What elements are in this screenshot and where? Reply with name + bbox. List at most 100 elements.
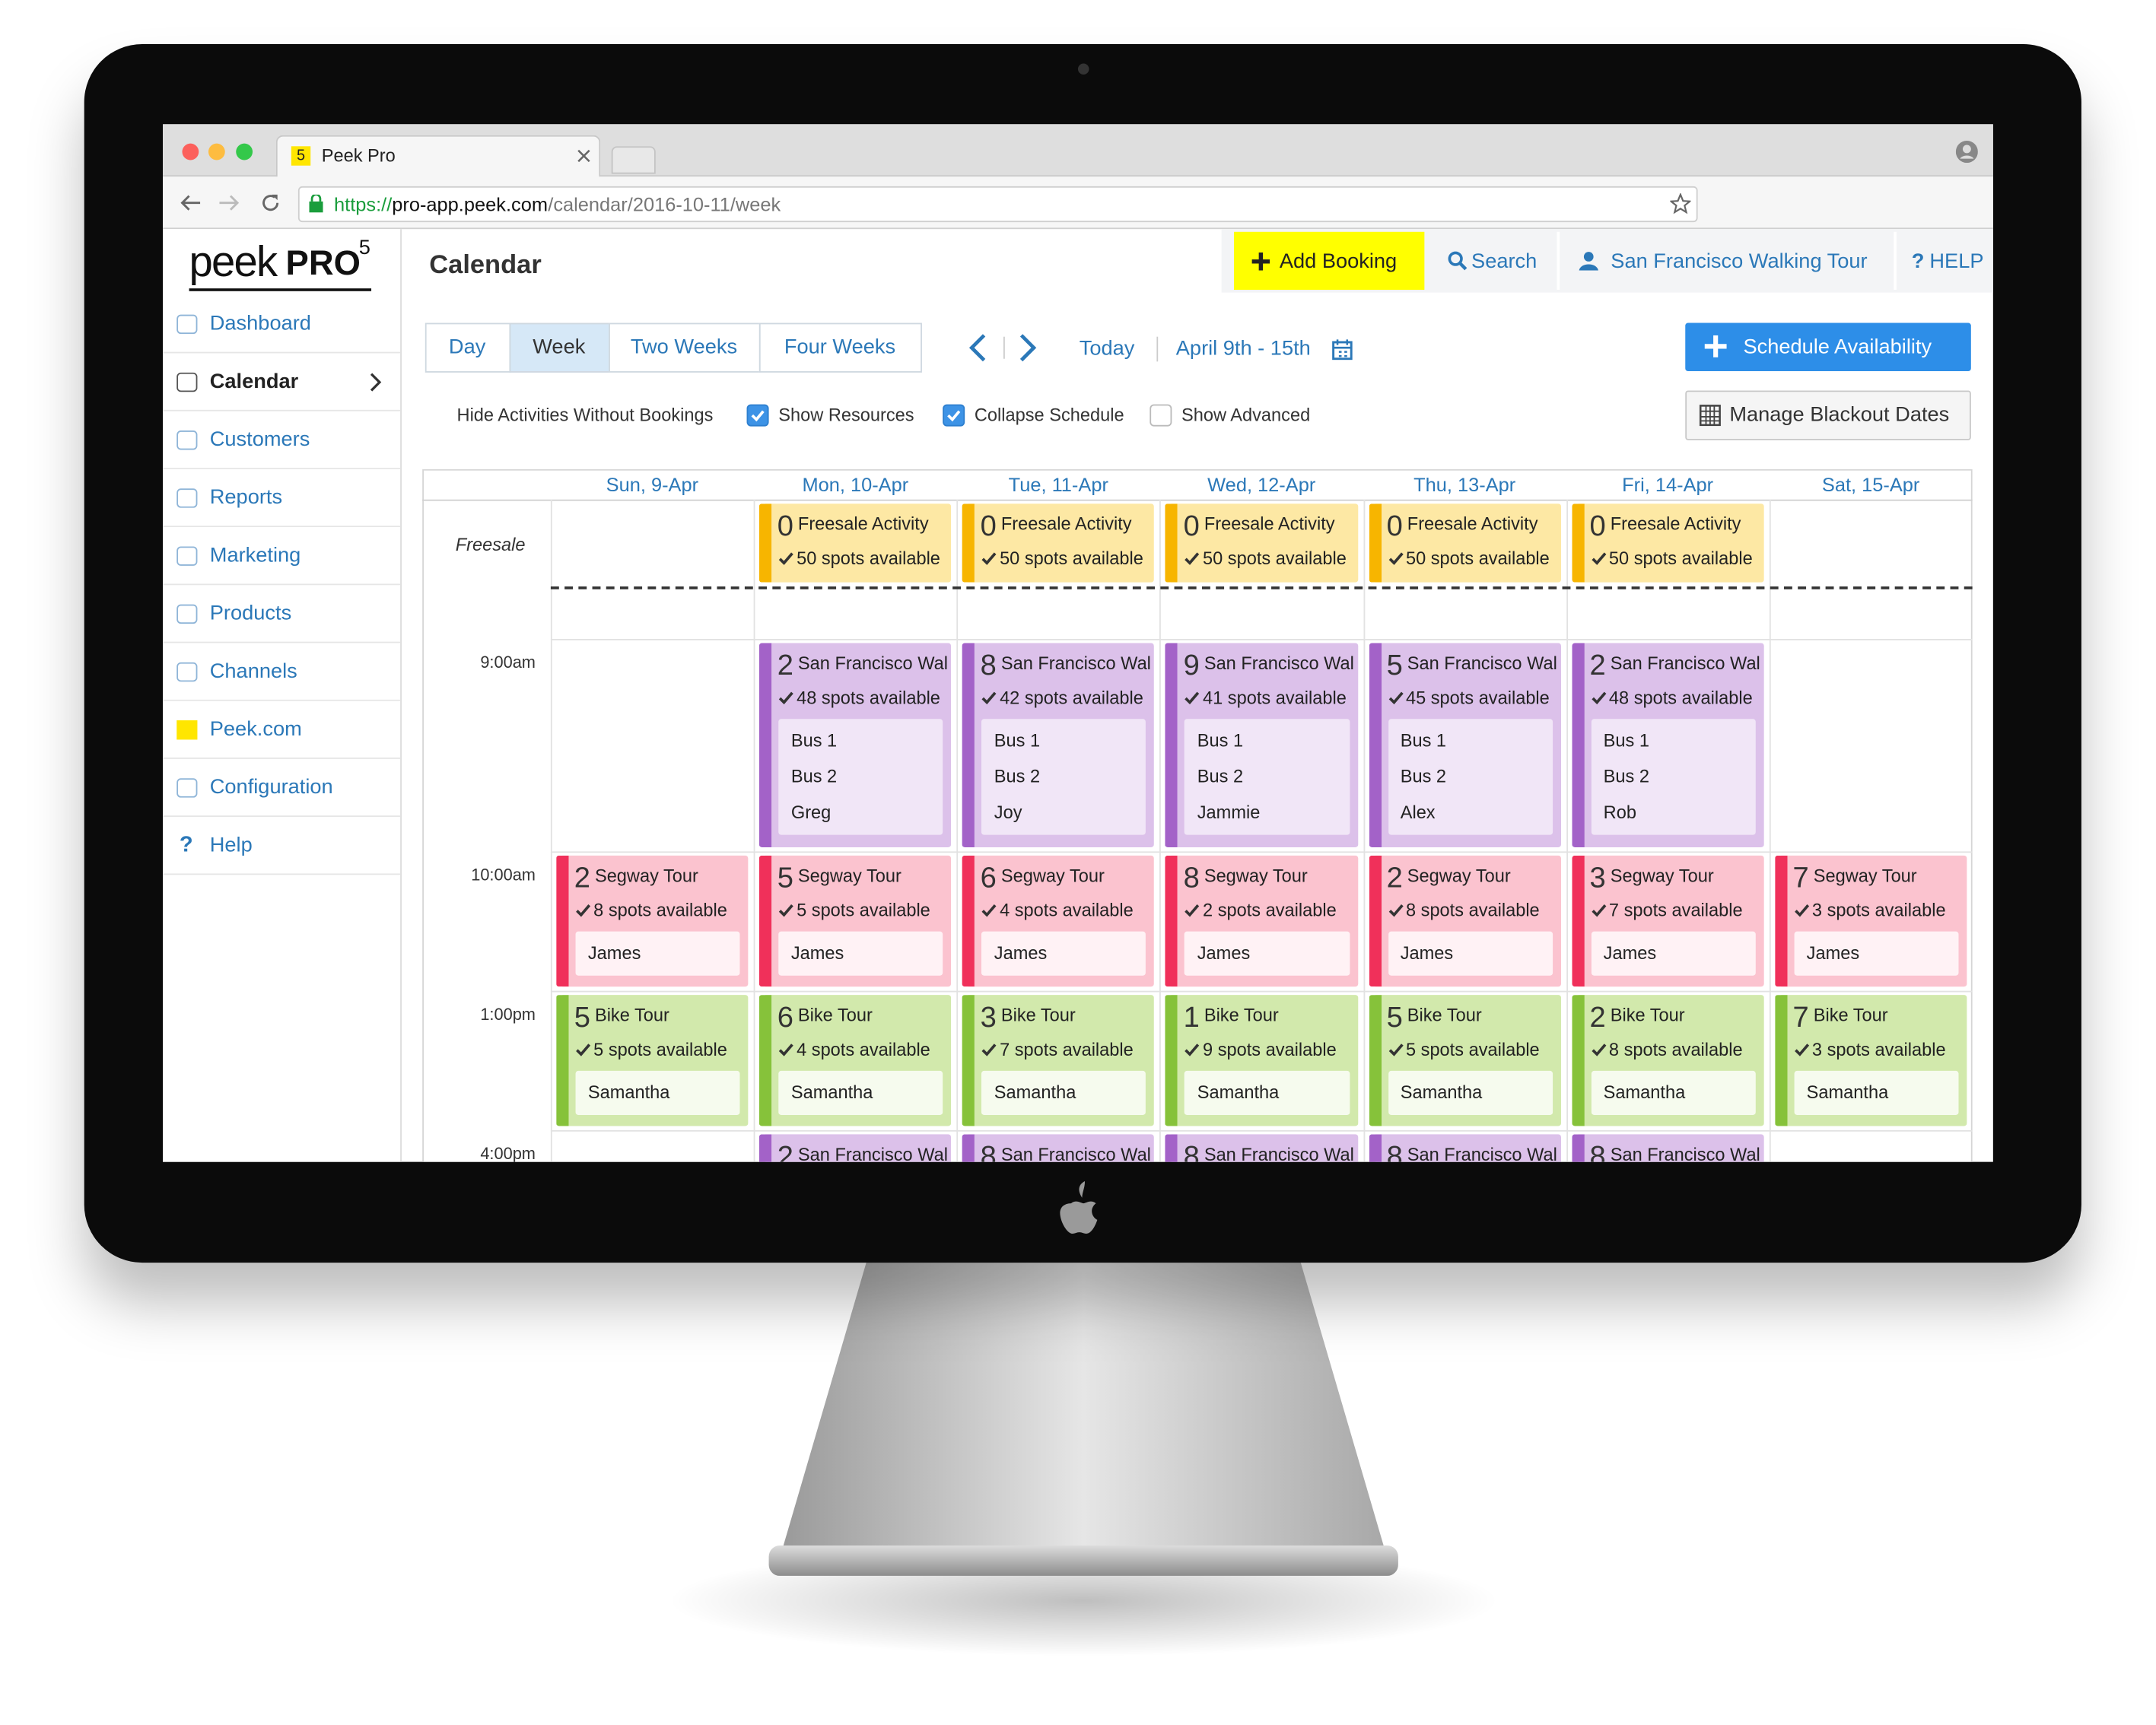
option-label[interactable]: Hide Activities Without Bookings <box>456 404 714 425</box>
back-button[interactable] <box>180 193 202 212</box>
event-spots: 50 spots available <box>1203 548 1347 569</box>
checkbox[interactable] <box>1150 404 1172 427</box>
sidebar-item[interactable] <box>163 759 401 818</box>
sidebar-item[interactable] <box>163 411 401 469</box>
row-rule <box>550 851 1973 853</box>
add-booking-label: Add Booking <box>1279 249 1398 274</box>
window-control[interactable] <box>208 143 225 160</box>
event-name: San Francisco Wal <box>1407 653 1557 674</box>
url-scheme: https:// <box>334 193 393 216</box>
event-count: 8 <box>1589 1141 1606 1162</box>
sidebar-item[interactable] <box>163 295 401 354</box>
search-link[interactable]: Search <box>1471 249 1538 274</box>
next-week[interactable] <box>1019 332 1038 363</box>
new-tab[interactable] <box>611 146 656 174</box>
forward-button[interactable] <box>218 193 240 212</box>
option-label[interactable]: Collapse Schedule <box>974 404 1124 425</box>
event-card[interactable] <box>1368 1134 1561 1162</box>
window-control[interactable] <box>182 143 199 160</box>
bookmark-star[interactable] <box>1670 193 1691 214</box>
event-card[interactable] <box>1165 1134 1358 1162</box>
calendar-icon[interactable] <box>1332 338 1353 361</box>
column-rule <box>1566 499 1568 1162</box>
resource-card <box>575 1070 740 1115</box>
event-card[interactable] <box>759 504 952 583</box>
help-link[interactable]: HELP <box>1929 249 1984 274</box>
event-spots: 8 spots available <box>593 899 727 921</box>
day-header: Wed, 12-Apr <box>1207 473 1316 496</box>
tab[interactable] <box>275 135 601 179</box>
resource-card <box>1794 1070 1959 1115</box>
sidebar-item[interactable] <box>163 643 401 701</box>
time-label: 4:00pm <box>480 1144 536 1162</box>
blackout-label: Manage Blackout Dates <box>1729 402 1950 427</box>
reload-button[interactable] <box>259 192 281 214</box>
event-count: 2 <box>1589 1002 1606 1034</box>
sidebar-item[interactable] <box>163 701 401 759</box>
resource-card <box>575 931 740 976</box>
event-name: Freesale Activity <box>797 513 929 535</box>
event-card[interactable] <box>1571 1134 1764 1162</box>
option-label[interactable]: Show Advanced <box>1181 404 1311 425</box>
check-icon <box>1388 1044 1403 1057</box>
sidebar-icon <box>176 314 198 335</box>
resource-label: James <box>1400 942 1454 964</box>
resource-card <box>1388 1070 1553 1115</box>
column-rule <box>1159 499 1162 1162</box>
check-icon <box>1185 1044 1200 1057</box>
day-header: Tue, 11-Apr <box>1008 473 1108 496</box>
resource-label: Samantha <box>994 1082 1076 1103</box>
blackout-button[interactable] <box>1685 390 1971 440</box>
sidebar-label: Reports <box>209 485 283 510</box>
event-spots: 4 spots available <box>1000 899 1134 921</box>
prev-week[interactable] <box>968 332 987 363</box>
event-name: San Francisco Wal <box>1610 653 1760 674</box>
sidebar-item[interactable] <box>163 469 401 528</box>
view-tab[interactable] <box>509 322 610 373</box>
resource-label: Samantha <box>790 1082 873 1103</box>
event-name: Segway Tour <box>1000 865 1105 886</box>
event-count: 8 <box>1183 1141 1200 1162</box>
window-control[interactable] <box>236 143 253 160</box>
sidebar-icon <box>176 430 198 450</box>
sidebar-item[interactable] <box>163 585 401 643</box>
resource-label: Samantha <box>1197 1082 1280 1103</box>
check-icon <box>1185 691 1200 705</box>
option-label[interactable]: Show Resources <box>778 404 914 425</box>
event-card[interactable] <box>1165 504 1358 583</box>
sidebar-item[interactable] <box>163 527 401 586</box>
tab-close[interactable] <box>577 149 590 163</box>
tab-badge: 5 <box>291 146 311 166</box>
profile-icon[interactable] <box>1955 141 1978 164</box>
event-card[interactable] <box>1368 504 1561 583</box>
event-count: 6 <box>980 862 997 894</box>
search-icon <box>1448 251 1468 271</box>
event-card[interactable] <box>1571 504 1764 583</box>
event-card[interactable] <box>759 1134 952 1162</box>
today-link[interactable]: Today <box>1079 336 1135 361</box>
event-card[interactable] <box>962 1134 1155 1162</box>
account-link[interactable]: San Francisco Walking Tour <box>1611 249 1868 274</box>
checkbox[interactable] <box>746 404 769 427</box>
view-tab[interactable] <box>609 322 761 373</box>
resource-label: Samantha <box>587 1082 670 1103</box>
url-box[interactable] <box>297 186 1698 223</box>
checkbox[interactable] <box>943 404 965 427</box>
date-range[interactable]: April 9th - 15th <box>1175 336 1311 361</box>
event-spots: 8 spots available <box>1405 899 1540 921</box>
view-tab[interactable] <box>758 322 922 373</box>
column-rule <box>1363 499 1365 1162</box>
sidebar-item[interactable] <box>163 817 401 875</box>
event-name: San Francisco Wal <box>1000 1144 1151 1162</box>
view-tab[interactable] <box>425 322 511 373</box>
sidebar <box>163 229 402 1162</box>
resource-label: Bus 1 <box>790 729 838 751</box>
event-name: San Francisco Wal <box>1407 1144 1557 1162</box>
schedule-button[interactable] <box>1685 322 1971 372</box>
event-card[interactable] <box>962 504 1155 583</box>
event-name: San Francisco Wal <box>797 653 948 674</box>
event-name: Bike Tour <box>1204 1004 1279 1026</box>
resource-card <box>1591 719 1756 835</box>
check-icon <box>981 691 997 705</box>
sidebar-item[interactable] <box>163 353 401 411</box>
